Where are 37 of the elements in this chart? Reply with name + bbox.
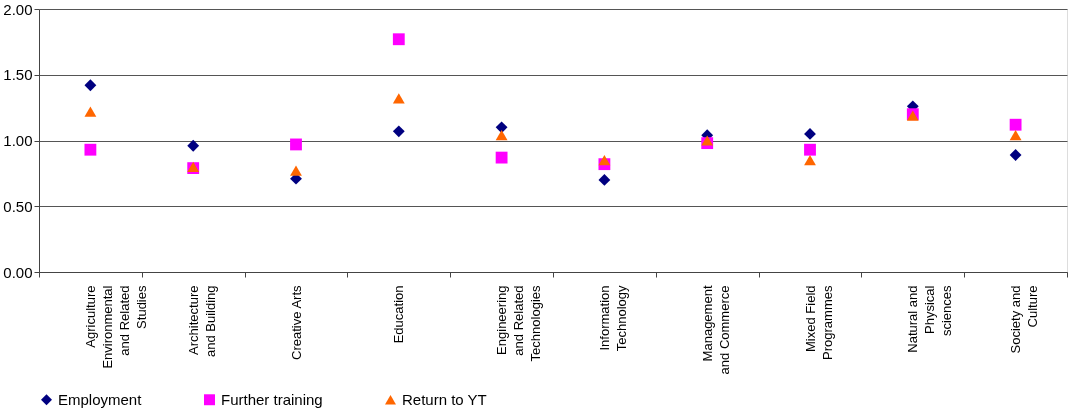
point <box>1009 130 1022 141</box>
point <box>495 151 508 164</box>
x-tick-label: Information Technology <box>596 285 629 352</box>
point <box>392 125 405 138</box>
x-tick-label: Education <box>391 285 407 344</box>
x-tick-label: Natural and Physical sciences <box>905 285 955 353</box>
point <box>84 106 97 117</box>
point <box>1009 118 1022 131</box>
x-tick-label: Engineering and Related Technologies <box>494 285 544 362</box>
point <box>495 130 508 141</box>
point <box>701 135 714 146</box>
y-tick-label: 0.50 <box>3 197 33 215</box>
y-tick-label: 1.00 <box>3 132 33 149</box>
point <box>392 93 405 104</box>
point <box>1009 149 1022 161</box>
point <box>804 143 816 156</box>
legend-label: Employment <box>58 390 143 408</box>
x-tick-label: Society and Culture <box>1008 285 1041 354</box>
x-tick-label: Agriculture Environmental and Related Studies <box>82 285 149 369</box>
point <box>290 138 302 151</box>
legend-label: Return to YT <box>402 390 487 408</box>
y-tick-label: 1.50 <box>3 66 33 84</box>
x-tick-label: Creative Arts <box>288 285 304 360</box>
point <box>290 165 302 176</box>
point <box>187 139 200 152</box>
x-tick-label: Management and Commerce <box>699 285 732 375</box>
point <box>495 121 508 134</box>
point <box>598 155 611 166</box>
point <box>392 33 405 46</box>
point <box>598 174 611 186</box>
point <box>84 79 97 92</box>
point <box>84 143 97 156</box>
x-tick-label: Mixed Field Programmes <box>802 285 835 360</box>
y-tick-label: 2.00 <box>3 0 33 18</box>
point <box>804 155 816 166</box>
legend-label: Further training <box>221 390 323 408</box>
y-tick-label: 0.00 <box>3 263 33 281</box>
